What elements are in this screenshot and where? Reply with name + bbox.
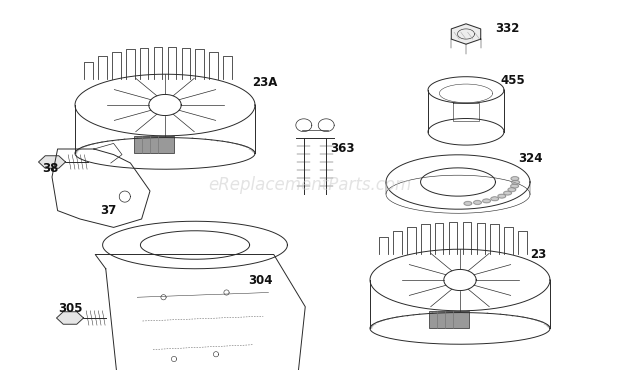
Polygon shape — [511, 176, 519, 181]
Text: 455: 455 — [500, 74, 525, 87]
Polygon shape — [451, 24, 481, 44]
Polygon shape — [512, 180, 520, 184]
Text: 23: 23 — [530, 249, 546, 262]
Text: eReplacementParts.com: eReplacementParts.com — [208, 176, 412, 194]
Polygon shape — [491, 197, 498, 201]
Text: 304: 304 — [248, 273, 273, 286]
Polygon shape — [474, 201, 482, 205]
Text: 324: 324 — [518, 151, 542, 165]
Polygon shape — [508, 188, 516, 192]
FancyBboxPatch shape — [133, 136, 174, 154]
Polygon shape — [38, 156, 66, 168]
Polygon shape — [503, 191, 512, 195]
Text: 332: 332 — [495, 21, 520, 34]
Text: 38: 38 — [42, 161, 58, 175]
Text: 363: 363 — [330, 141, 355, 155]
FancyBboxPatch shape — [428, 311, 469, 329]
Polygon shape — [482, 199, 490, 203]
Text: 305: 305 — [58, 302, 82, 314]
Polygon shape — [56, 312, 84, 324]
Polygon shape — [511, 184, 518, 188]
Polygon shape — [498, 194, 506, 198]
Text: 23A: 23A — [252, 75, 277, 88]
Text: 37: 37 — [100, 204, 117, 216]
Polygon shape — [464, 201, 472, 205]
